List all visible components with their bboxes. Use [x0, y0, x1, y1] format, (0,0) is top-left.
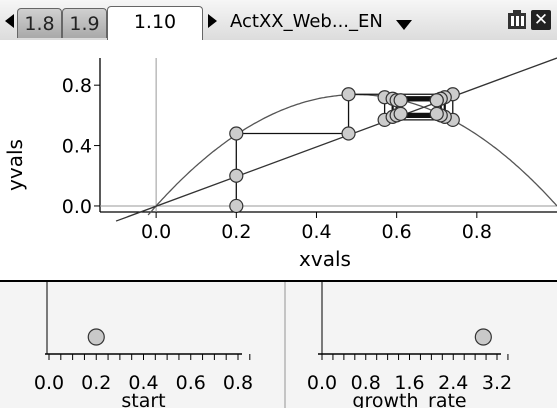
slider-tick-label: 3.2 — [482, 372, 512, 394]
growth-rate-slider[interactable]: 0.0 0.8 1.6 2.4 3.2 growth_rate — [287, 282, 557, 408]
cobweb-graph[interactable]: 0.0 0.2 0.4 0.6 0.8 0.0 0.4 0.8 xvals yvals — [0, 40, 557, 280]
cobweb-point[interactable] — [341, 126, 356, 141]
battery-icon — [508, 10, 526, 29]
tab-1-8[interactable]: 1.8 — [17, 8, 62, 38]
slider-tick-label: 0.8 — [223, 372, 253, 394]
cobweb-points[interactable] — [229, 87, 460, 214]
x-tick-label: 0.2 — [221, 221, 251, 243]
graph-tick-labels: 0.0 0.2 0.4 0.6 0.8 0.0 0.4 0.8 — [62, 75, 492, 243]
tab-1-10[interactable]: 1.10 — [107, 6, 203, 41]
close-icon[interactable]: ✕ — [531, 10, 551, 30]
slider-tick-label: 1.6 — [394, 372, 424, 394]
x-tick-label: 0.4 — [301, 221, 331, 243]
x-tick-label: 0.0 — [141, 221, 171, 243]
cobweb-lines — [235, 93, 454, 206]
y-tick-label: 0.8 — [62, 75, 92, 97]
graph-panel[interactable]: 0.0 0.2 0.4 0.6 0.8 0.0 0.4 0.8 xvals yvals — [0, 40, 557, 282]
logistic-curve — [147, 93, 557, 216]
slider-handle[interactable] — [87, 328, 105, 346]
slider-tick-label: 0.8 — [351, 372, 381, 394]
cobweb-point[interactable] — [229, 168, 244, 183]
cobweb-point[interactable] — [229, 126, 244, 141]
prev-page-arrow-icon[interactable] — [5, 14, 14, 28]
slider-panels: 0.0 0.2 0.4 0.6 0.8 start 0.0 0.8 1.6 2.4 3.2 grow… — [0, 282, 557, 408]
slider-handle[interactable] — [474, 328, 492, 346]
next-page-arrow-icon[interactable] — [208, 14, 217, 28]
document-toolbar: 1.8 1.9 1.10 ActXX_Web..._EN ✕ — [0, 0, 557, 41]
slider-label: start — [121, 390, 165, 408]
x-tick-label: 0.6 — [382, 221, 412, 243]
tab-1-9[interactable]: 1.9 — [62, 8, 107, 38]
x-tick-label: 0.8 — [462, 221, 492, 243]
y-tick-label: 0.0 — [62, 196, 92, 218]
cobweb-point[interactable] — [341, 87, 356, 102]
document-title[interactable]: ActXX_Web..._EN — [230, 11, 383, 32]
slider-tick-label: 0.0 — [34, 372, 64, 394]
panel-divider — [284, 282, 286, 408]
slider-label: growth_rate — [352, 390, 466, 408]
document-menu-caret-icon[interactable] — [396, 20, 412, 30]
start-slider[interactable]: 0.0 0.2 0.4 0.6 0.8 start — [0, 282, 284, 408]
x-axis-label: xvals — [299, 247, 351, 271]
cobweb-point[interactable] — [429, 93, 444, 108]
cobweb-point[interactable] — [393, 106, 408, 121]
slider-tick-label: 0.2 — [81, 372, 111, 394]
identity-line — [115, 57, 557, 222]
cobweb-point[interactable] — [393, 93, 408, 108]
cobweb-point[interactable] — [229, 198, 244, 214]
slider-tick-label: 0.6 — [176, 372, 206, 394]
y-axis-label: yvals — [3, 139, 27, 191]
graph-axes — [99, 58, 557, 213]
slider-tick-label: 0.4 — [128, 372, 158, 394]
slider-tick-label: 2.4 — [438, 372, 468, 394]
cobweb-point[interactable] — [429, 106, 444, 121]
y-tick-label: 0.4 — [62, 136, 92, 158]
slider-tick-label: 0.0 — [307, 372, 337, 394]
